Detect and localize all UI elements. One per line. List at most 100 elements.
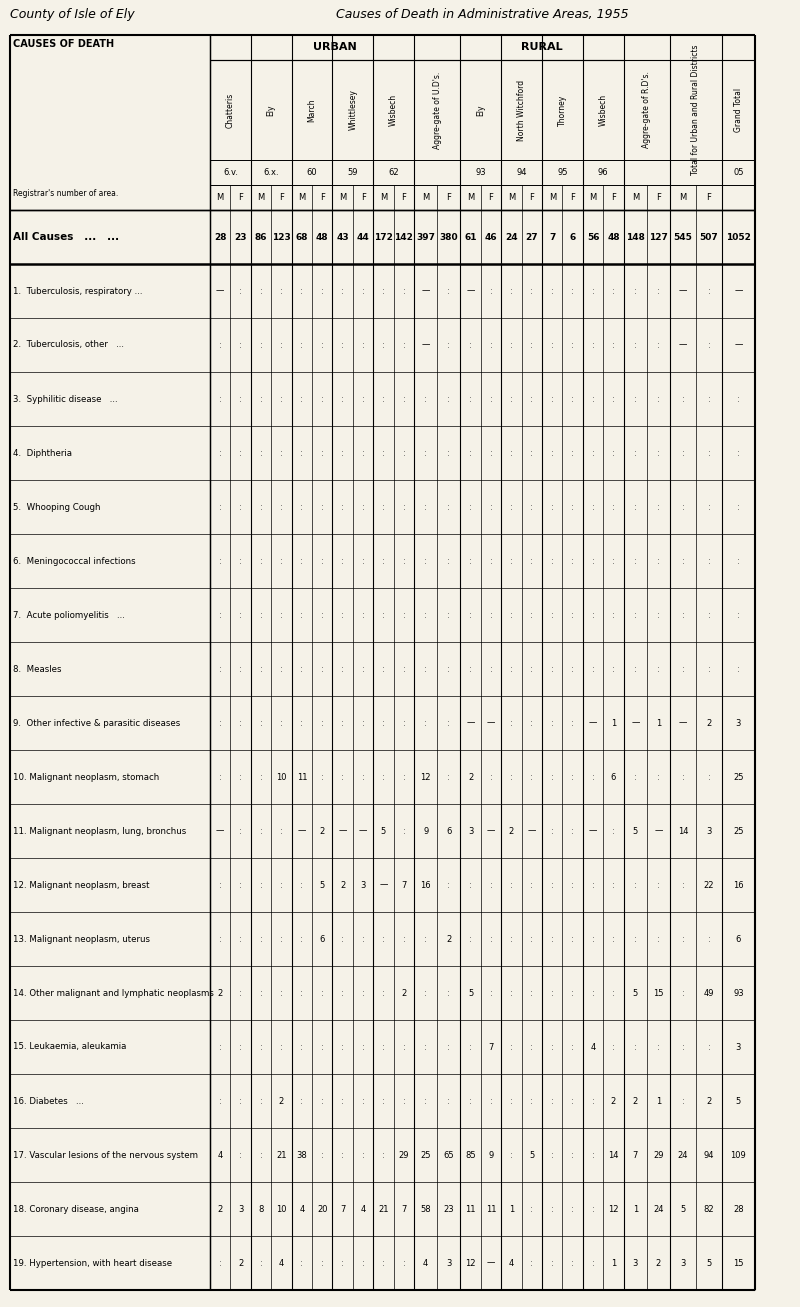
Text: :: : — [592, 395, 594, 404]
Text: :: : — [490, 988, 493, 997]
Text: :: : — [551, 719, 554, 728]
Text: 58: 58 — [420, 1205, 431, 1213]
Text: :: : — [551, 557, 554, 566]
Text: 2: 2 — [238, 1259, 243, 1268]
Text: :: : — [657, 557, 660, 566]
Text: 2: 2 — [320, 826, 325, 835]
Text: 4: 4 — [299, 1205, 305, 1213]
Text: 2: 2 — [279, 1097, 284, 1106]
Text: :: : — [612, 1043, 615, 1052]
Text: :: : — [280, 502, 283, 511]
Text: 14. Other malignant and lymphatic neoplasms: 14. Other malignant and lymphatic neopla… — [13, 988, 214, 997]
Text: :: : — [362, 988, 365, 997]
Text: :: : — [571, 1205, 574, 1213]
Text: 27: 27 — [526, 233, 538, 242]
Text: :: : — [571, 341, 574, 349]
Text: Wisbech: Wisbech — [599, 94, 608, 125]
Text: :: : — [571, 664, 574, 673]
Text: M: M — [590, 193, 597, 203]
Text: :: : — [402, 395, 406, 404]
Text: 5: 5 — [381, 826, 386, 835]
Text: :: : — [592, 341, 594, 349]
Text: :: : — [260, 502, 262, 511]
Text: 5: 5 — [736, 1097, 741, 1106]
Text: 2: 2 — [656, 1259, 661, 1268]
Text: :: : — [321, 610, 324, 620]
Text: —: — — [589, 826, 598, 835]
Text: 12: 12 — [421, 772, 431, 782]
Text: :: : — [260, 935, 262, 944]
Text: :: : — [239, 719, 242, 728]
Text: 24: 24 — [678, 1150, 688, 1159]
Text: :: : — [634, 395, 637, 404]
Text: :: : — [551, 772, 554, 782]
Text: :: : — [737, 502, 740, 511]
Text: 61: 61 — [464, 233, 477, 242]
Text: :: : — [239, 502, 242, 511]
Text: :: : — [321, 719, 324, 728]
Text: :: : — [490, 448, 493, 457]
Text: :: : — [301, 719, 303, 728]
Text: 68: 68 — [295, 233, 308, 242]
Text: M: M — [339, 193, 346, 203]
Text: :: : — [301, 935, 303, 944]
Text: :: : — [447, 341, 450, 349]
Text: 5: 5 — [468, 988, 474, 997]
Text: :: : — [530, 286, 534, 295]
Text: :: : — [321, 557, 324, 566]
Text: :: : — [592, 1205, 594, 1213]
Text: 11: 11 — [486, 1205, 496, 1213]
Text: :: : — [382, 610, 385, 620]
Text: :: : — [382, 935, 385, 944]
Text: :: : — [571, 502, 574, 511]
Text: :: : — [342, 395, 344, 404]
Text: :: : — [424, 719, 427, 728]
Text: :: : — [260, 557, 262, 566]
Text: 23: 23 — [443, 1205, 454, 1213]
Text: :: : — [342, 1043, 344, 1052]
Text: :: : — [530, 1097, 534, 1106]
Text: 7: 7 — [402, 1205, 406, 1213]
Text: :: : — [530, 1259, 534, 1268]
Text: 23: 23 — [234, 233, 247, 242]
Text: :: : — [362, 1259, 365, 1268]
Text: 3: 3 — [446, 1259, 451, 1268]
Text: :: : — [682, 502, 684, 511]
Text: 127: 127 — [649, 233, 668, 242]
Text: M: M — [679, 193, 686, 203]
Text: 3.  Syphilitic disease   ...: 3. Syphilitic disease ... — [13, 395, 118, 404]
Text: :: : — [382, 557, 385, 566]
Text: Whittlesey: Whittlesey — [348, 90, 358, 131]
Text: :: : — [402, 448, 406, 457]
Text: :: : — [239, 448, 242, 457]
Text: 397: 397 — [416, 233, 435, 242]
Text: :: : — [260, 610, 262, 620]
Text: 13. Malignant neoplasm, uterus: 13. Malignant neoplasm, uterus — [13, 935, 150, 944]
Text: :: : — [612, 448, 615, 457]
Text: M: M — [298, 193, 306, 203]
Text: 10: 10 — [276, 772, 286, 782]
Text: :: : — [321, 341, 324, 349]
Text: —: — — [679, 286, 687, 295]
Text: :: : — [424, 664, 427, 673]
Text: :: : — [362, 772, 365, 782]
Text: :: : — [301, 1097, 303, 1106]
Text: :: : — [447, 610, 450, 620]
Text: :: : — [362, 557, 365, 566]
Text: :: : — [447, 881, 450, 890]
Text: :: : — [571, 1150, 574, 1159]
Text: :: : — [510, 1097, 513, 1106]
Text: 6: 6 — [736, 935, 741, 944]
Text: :: : — [362, 286, 365, 295]
Text: :: : — [301, 610, 303, 620]
Text: :: : — [737, 395, 740, 404]
Text: Thorney: Thorney — [558, 94, 567, 125]
Text: :: : — [447, 1097, 450, 1106]
Text: 1: 1 — [656, 719, 661, 728]
Text: :: : — [634, 1043, 637, 1052]
Text: 109: 109 — [730, 1150, 746, 1159]
Text: :: : — [342, 664, 344, 673]
Text: 3: 3 — [736, 719, 741, 728]
Text: :: : — [737, 664, 740, 673]
Text: :: : — [280, 881, 283, 890]
